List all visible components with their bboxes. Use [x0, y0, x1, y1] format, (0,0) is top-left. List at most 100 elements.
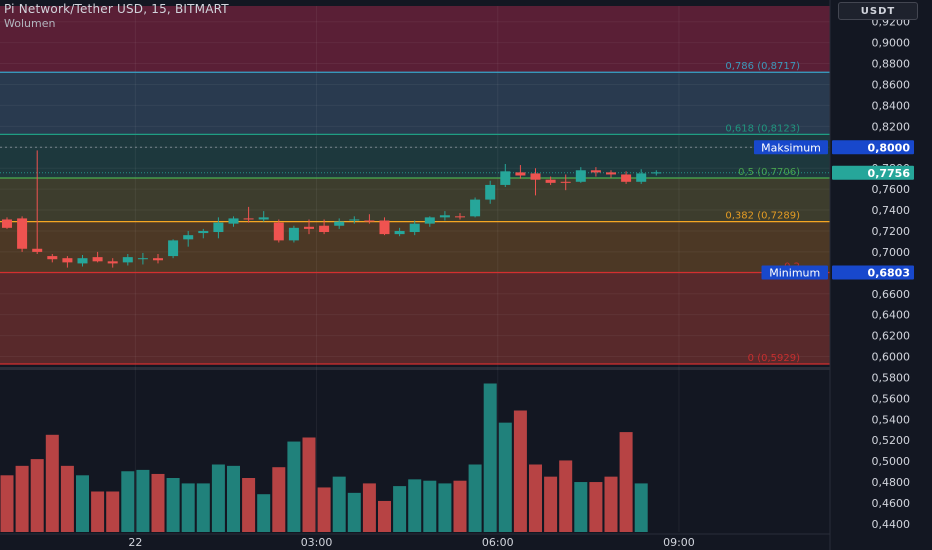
- volume-bar: [106, 491, 120, 532]
- volume-bar: [242, 478, 256, 532]
- candle-body: [17, 218, 28, 249]
- volume-bar: [15, 465, 29, 532]
- volume-bar: [257, 494, 271, 532]
- candle-body: [47, 256, 58, 260]
- price-tick-label: 0,8200: [872, 120, 911, 133]
- volume-bar: [30, 459, 44, 532]
- marker-tag: [754, 140, 828, 155]
- fib-lines: 0,786 (0,8717) 0,618 (0,8123) 0,5 (0,7706)…: [0, 61, 830, 365]
- volume-bar: [347, 492, 361, 532]
- price-tick-label: 0,6400: [872, 309, 911, 322]
- symbol-title[interactable]: Pi Network/Tether USD, 15, BITMART: [4, 2, 229, 16]
- volume-bar: [453, 480, 467, 532]
- candle-body: [153, 258, 163, 261]
- candle-body: [455, 216, 465, 218]
- time-axis[interactable]: 22 03:00 06:00 09:00: [0, 533, 830, 549]
- price-tick-label: 0,9000: [872, 37, 911, 50]
- candle-body: [621, 174, 632, 182]
- candle-body: [515, 172, 526, 176]
- last-price-tag: [832, 165, 914, 180]
- candle-body: [575, 170, 586, 182]
- price-tick-label: 0,8600: [872, 78, 911, 91]
- candle-body: [243, 218, 254, 220]
- candle-body: [590, 170, 601, 173]
- volume-bar: [166, 478, 180, 532]
- candle-body: [530, 173, 541, 180]
- price-tick-label: 0,5800: [872, 371, 911, 384]
- volume-bar: [227, 465, 240, 532]
- price-tick-label: 0,8400: [872, 99, 911, 112]
- candle-body: [107, 261, 118, 264]
- volume-bars: [0, 383, 648, 532]
- volume-bar: [211, 464, 225, 532]
- fib-label: 0 (0,5929): [748, 353, 800, 364]
- candle-body: [409, 223, 420, 233]
- volume-study-label[interactable]: Wolumen: [4, 17, 56, 30]
- volume-bar: [559, 460, 573, 532]
- candle-body: [319, 225, 330, 233]
- fib-zone: [0, 72, 830, 135]
- candle-body: [545, 179, 556, 183]
- candle-body: [258, 217, 269, 220]
- currency-button[interactable]: USDT: [838, 2, 918, 20]
- volume-bar: [272, 467, 286, 532]
- candle-body: [122, 257, 133, 263]
- volume-bar: [362, 483, 376, 532]
- volume-bar: [287, 441, 301, 532]
- volume-bar: [91, 491, 105, 532]
- candle-body: [334, 221, 345, 226]
- candle-body: [636, 173, 647, 182]
- volume-bar: [438, 483, 452, 532]
- volume-bar: [196, 483, 210, 532]
- candle-body: [394, 230, 405, 235]
- volume-bar: [151, 473, 165, 532]
- pane-separator: [0, 367, 830, 370]
- time-tick-label: 06:00: [482, 536, 514, 549]
- fib-label: 0,786 (0,8717): [725, 61, 800, 72]
- volume-bar: [60, 465, 74, 532]
- volume-bar: [498, 422, 512, 532]
- time-tick-label: 22: [128, 536, 142, 549]
- candle-body: [349, 219, 360, 221]
- price-tick-label: 0,5000: [872, 455, 911, 468]
- time-tick-label: 09:00: [663, 536, 695, 549]
- marker-label: Minimum: [769, 267, 820, 280]
- volume-bar: [181, 483, 195, 532]
- fib-zones: [0, 6, 830, 370]
- candle-body: [364, 220, 375, 222]
- volume-bar: [0, 475, 14, 532]
- candle-body: [651, 172, 662, 174]
- volume-bar: [393, 486, 407, 532]
- marker-tag: [761, 265, 828, 280]
- candle-body: [228, 218, 239, 224]
- volume-bar: [544, 476, 558, 532]
- price-tick-label: 0,7400: [872, 204, 911, 217]
- marker-price-tag: [832, 140, 914, 155]
- fib-label: 0,5 (0,7706): [738, 167, 800, 178]
- fib-zone: [0, 272, 830, 364]
- candle-body: [273, 222, 284, 241]
- price-tick-label: 0,7200: [872, 225, 911, 238]
- candle-body: [62, 258, 73, 263]
- price-tick-label: 0,6200: [872, 330, 911, 343]
- price-tick-label: 0,7600: [872, 183, 911, 196]
- fib-zone: [0, 134, 830, 179]
- candle-body: [304, 226, 314, 229]
- fib-zone: [0, 6, 830, 73]
- candle-body: [183, 235, 194, 240]
- candle-body: [439, 215, 450, 218]
- volume-bar: [136, 469, 150, 532]
- volume-bar: [317, 487, 331, 532]
- price-tick-label: 0,6000: [872, 351, 911, 364]
- fib-label: 0,382 (0,7289): [725, 211, 800, 222]
- volume-bar: [529, 464, 542, 532]
- price-tick-label: 0,5400: [872, 413, 911, 426]
- price-tick-label: 0,6600: [872, 288, 911, 301]
- volume-bar: [619, 432, 633, 532]
- candle-body: [2, 219, 12, 228]
- volume-bar: [302, 437, 316, 532]
- price-tick-label: 0,7000: [872, 246, 911, 259]
- candle-body: [606, 172, 616, 175]
